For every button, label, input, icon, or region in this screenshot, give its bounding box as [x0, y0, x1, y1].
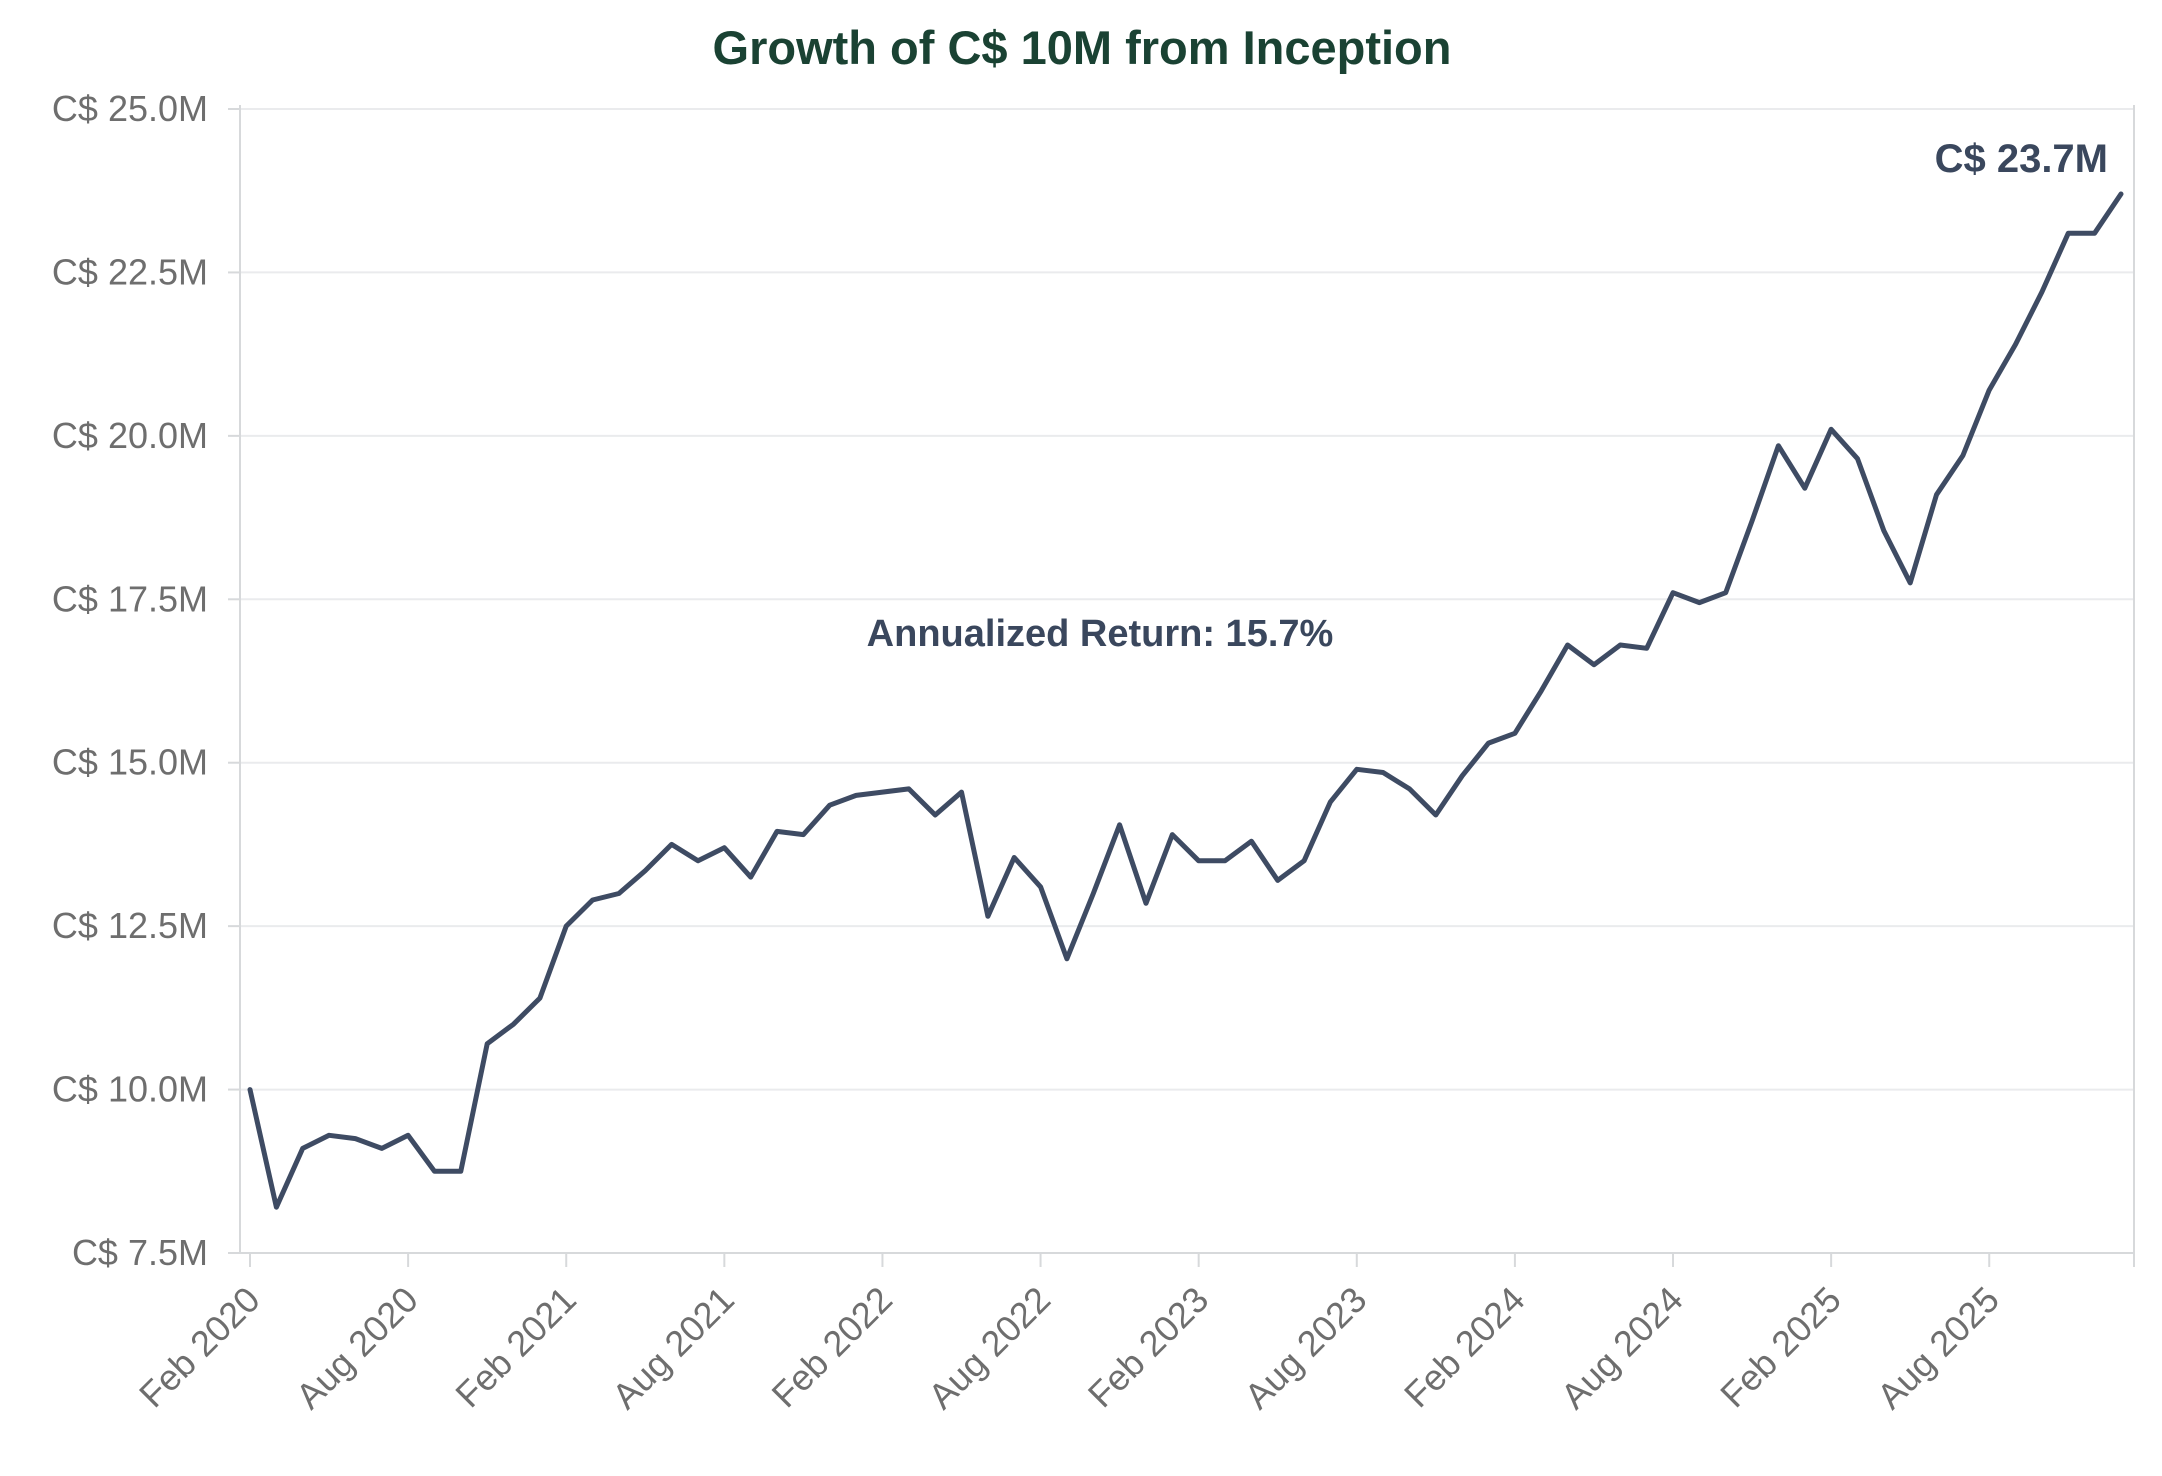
x-tick-label: Feb 2021 [447, 1279, 584, 1416]
x-tick-marks [249, 1253, 1991, 1267]
y-tick-label: C$ 7.5M [72, 1232, 208, 1273]
x-tick-label: Feb 2022 [764, 1279, 901, 1416]
x-tick-label: Aug 2022 [920, 1279, 1058, 1417]
axes [239, 105, 2135, 1267]
y-tick-label: C$ 12.5M [52, 905, 208, 946]
annualized-return-annotation: Annualized Return: 15.7% [867, 613, 1334, 655]
growth-line-series [247, 191, 2124, 1210]
x-tick-label: Aug 2020 [288, 1279, 426, 1417]
x-tick-label: Aug 2025 [1869, 1279, 2007, 1417]
y-tick-label: C$ 15.0M [52, 742, 208, 783]
x-tick-label: Aug 2023 [1236, 1279, 1374, 1417]
y-tick-label: C$ 17.5M [52, 578, 208, 619]
x-tick-label: Feb 2023 [1080, 1279, 1217, 1416]
y-tick-label: C$ 20.0M [52, 415, 208, 456]
x-tick-label: Feb 2020 [131, 1279, 268, 1416]
x-tick-label: Aug 2021 [604, 1279, 742, 1417]
gridlines [240, 108, 2134, 1091]
y-tick-marks [228, 108, 240, 1254]
y-tick-labels: C$ 25.0M C$ 22.5M C$ 20.0M C$ 17.5M C$ 15.0M… [52, 88, 208, 1273]
y-tick-label: C$ 25.0M [52, 88, 208, 129]
end-value-label: C$ 23.7M [1935, 137, 2108, 181]
x-tick-label: Feb 2025 [1712, 1279, 1849, 1416]
chart-title: Growth of C$ 10M from Inception [713, 21, 1452, 74]
x-tick-label: Feb 2024 [1396, 1279, 1533, 1416]
x-tick-label: Aug 2024 [1553, 1279, 1691, 1417]
y-tick-label: C$ 10.0M [52, 1069, 208, 1110]
y-tick-label: C$ 22.5M [52, 251, 208, 292]
x-tick-labels: Feb 2020 Aug 2020 Feb 2021 Aug 2021 Feb 2022… [131, 1279, 2007, 1417]
